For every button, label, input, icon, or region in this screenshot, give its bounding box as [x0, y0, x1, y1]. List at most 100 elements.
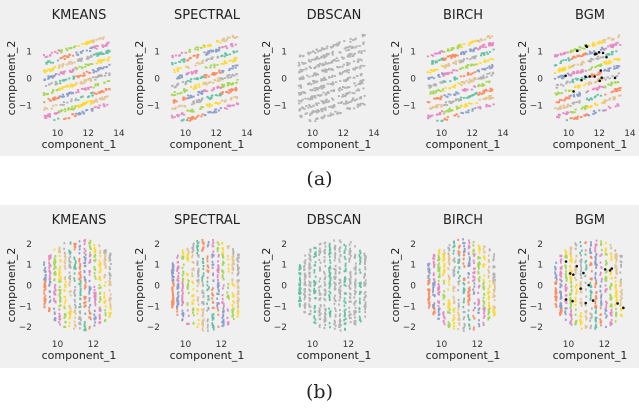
scatter-point — [235, 73, 238, 75]
scatter-point — [575, 117, 578, 119]
scatter-point — [231, 83, 234, 85]
scatter-point — [438, 270, 441, 273]
scatter-point — [453, 301, 456, 305]
scatter-point — [556, 115, 559, 118]
scatter-point — [83, 247, 86, 251]
scatter-point — [58, 285, 61, 289]
scatter-point — [472, 288, 475, 291]
scatter-point — [186, 322, 188, 326]
x-axis-label: component_1 — [426, 138, 501, 151]
scatter-point — [217, 243, 220, 246]
scatter-point — [235, 57, 238, 60]
scatter-point — [481, 39, 484, 41]
scatter-point — [78, 65, 81, 68]
scatter-point — [359, 96, 362, 98]
scatter-point — [329, 310, 332, 313]
scatter-point — [192, 88, 195, 90]
scatter-point — [78, 317, 81, 320]
scatter-point — [171, 289, 174, 292]
scatter-point — [171, 269, 173, 272]
scatter-point — [84, 259, 87, 262]
scatter-point — [432, 306, 435, 309]
scatter-point — [196, 326, 199, 329]
scatter-point — [344, 267, 347, 270]
scatter-point — [64, 117, 67, 120]
y-tick-label: −2 — [274, 323, 287, 333]
scatter-point — [43, 263, 45, 266]
scatter-point — [360, 73, 363, 75]
scatter-point — [594, 66, 597, 69]
scatter-point — [100, 98, 103, 101]
scatter-point — [228, 105, 231, 108]
scatter-point — [84, 87, 87, 90]
scatter-point — [308, 288, 311, 291]
scatter-point — [438, 51, 441, 54]
scatter-point — [222, 313, 225, 317]
scatter-point — [313, 89, 317, 92]
scatter-point — [471, 94, 474, 97]
scatter-point — [227, 263, 230, 266]
scatter-point — [199, 92, 202, 95]
scatter-point — [334, 283, 337, 286]
scatter-point — [427, 78, 431, 80]
scatter-point — [74, 267, 77, 270]
scatter-point — [300, 100, 303, 103]
scatter-point — [69, 278, 71, 281]
scatter-point — [69, 242, 72, 245]
scatter-point — [196, 242, 199, 245]
scatter-point — [49, 255, 52, 258]
scatter-point — [63, 313, 66, 316]
scatter-point — [442, 303, 445, 306]
scatter-point — [231, 303, 234, 307]
scatter-point — [304, 254, 307, 257]
scatter-point — [44, 273, 47, 276]
scatter-point — [448, 283, 451, 286]
scatter-point — [172, 281, 174, 284]
scatter-point — [79, 327, 81, 330]
scatter-point — [479, 46, 482, 48]
scatter-point — [59, 300, 61, 303]
scatter-point — [618, 65, 621, 68]
cluster-center-marker — [584, 44, 588, 48]
scatter-point — [43, 302, 46, 306]
scatter-point — [98, 259, 101, 262]
scatter-point — [493, 253, 496, 256]
scatter-point — [205, 74, 208, 77]
scatter-point — [74, 260, 77, 263]
scatter-point — [308, 60, 311, 63]
scatter-point — [235, 96, 238, 98]
scatter-point — [60, 51, 63, 53]
scatter-point — [585, 76, 589, 79]
scatter-point — [583, 53, 587, 56]
scatter-point — [53, 119, 56, 121]
scatter-point — [313, 246, 316, 249]
scatter-point — [304, 62, 307, 65]
scatter-point — [206, 255, 209, 258]
scatter-point — [59, 265, 62, 268]
scatter-point — [326, 91, 330, 93]
scatter-point — [235, 50, 239, 53]
scatter-point — [451, 54, 454, 57]
scatter-point — [468, 78, 471, 81]
scatter-point — [488, 306, 491, 309]
scatter-point — [567, 57, 570, 60]
scatter-point — [223, 77, 226, 80]
scatter-point — [178, 60, 181, 63]
scatter-point — [430, 115, 433, 117]
scatter-point — [349, 251, 352, 254]
scatter-point — [314, 251, 317, 254]
scatter-point — [328, 249, 331, 252]
scatter-point — [487, 318, 490, 321]
scatter-point — [172, 303, 175, 306]
scatter-point — [304, 294, 307, 297]
scatter-point — [437, 254, 440, 257]
scatter-point — [88, 290, 91, 294]
scatter-point — [354, 262, 357, 265]
scatter-point — [83, 321, 86, 324]
scatter-point — [171, 116, 174, 119]
x-tick-label: 14 — [368, 129, 380, 139]
scatter-point — [79, 51, 82, 53]
scatter-point — [453, 76, 456, 79]
scatter-point — [192, 261, 195, 264]
scatter-point — [233, 56, 237, 59]
